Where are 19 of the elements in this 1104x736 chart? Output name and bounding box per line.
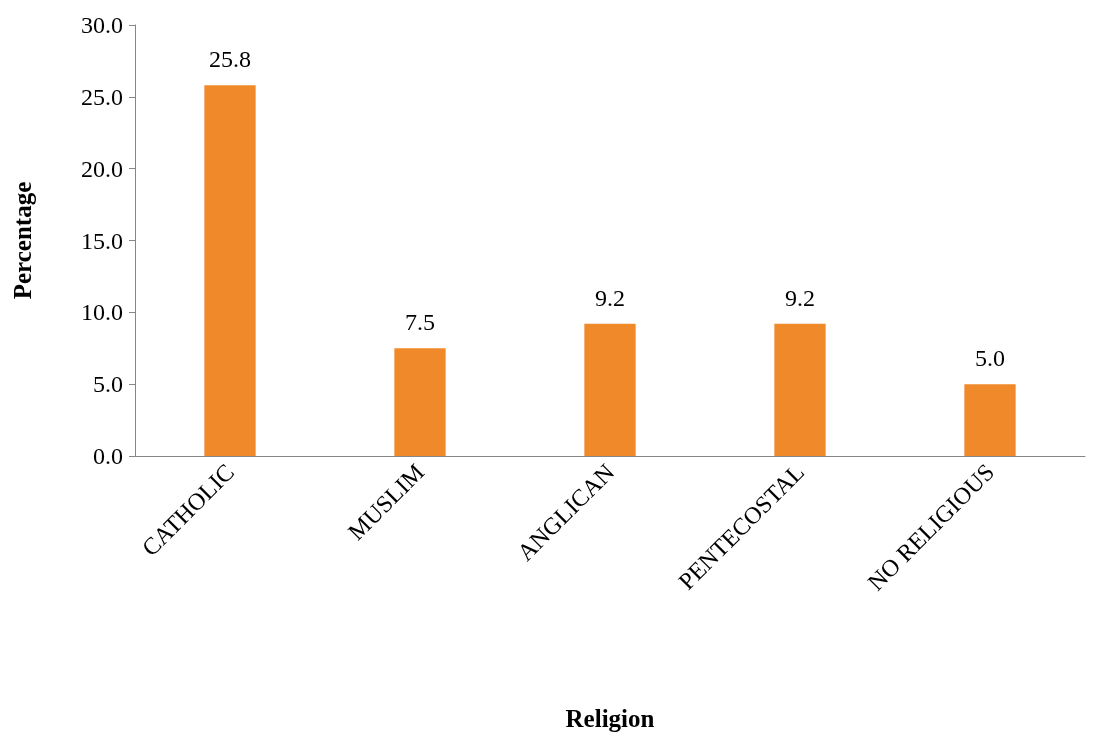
bar <box>204 85 256 456</box>
y-tick-label: 25.0 <box>81 83 123 110</box>
bar <box>584 323 636 456</box>
y-tick-label: 0.0 <box>93 443 123 469</box>
data-label: 5.0 <box>975 345 1005 372</box>
data-label: 7.5 <box>405 309 435 336</box>
x-axis-title: Religion <box>565 705 655 732</box>
y-tick-label: 5.0 <box>93 371 123 398</box>
data-label: 9.2 <box>595 284 625 311</box>
y-tick-label: 20.0 <box>81 155 123 182</box>
y-axis-title: Percentage <box>9 181 36 300</box>
y-tick-label: 30.0 <box>81 12 123 38</box>
y-tick-label: 10.0 <box>81 299 123 326</box>
bar <box>964 384 1016 456</box>
bar <box>394 348 446 456</box>
data-label: 25.8 <box>209 46 251 73</box>
bar <box>774 323 826 456</box>
y-tick-label: 15.0 <box>81 227 123 254</box>
data-label: 9.2 <box>785 284 815 311</box>
